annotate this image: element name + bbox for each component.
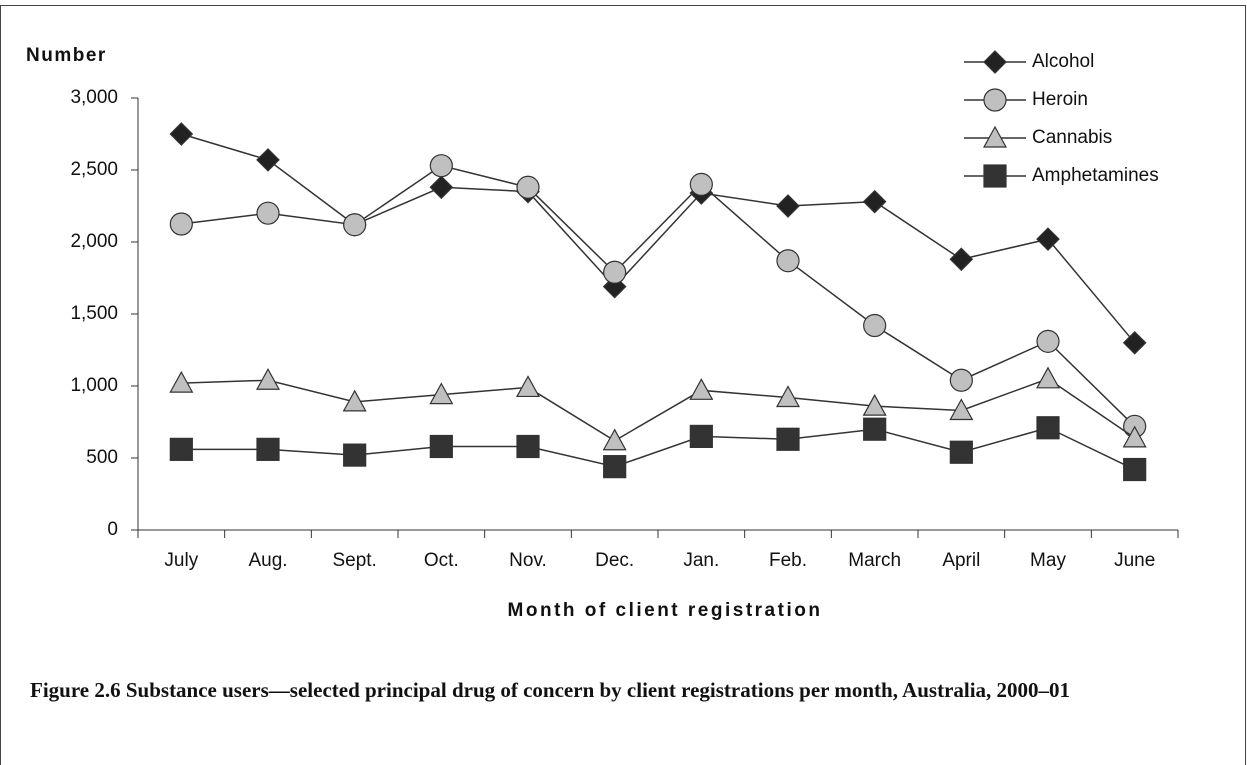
y-tick-label: 2,500 — [70, 159, 118, 180]
marker — [983, 50, 1007, 74]
marker — [603, 260, 627, 284]
y-axis-label: Number — [26, 45, 107, 66]
marker — [516, 434, 540, 459]
caption: Figure 2.6 Substance users—selected prin… — [30, 678, 1071, 702]
marker — [603, 455, 627, 479]
marker — [256, 148, 280, 172]
x-tick-label: Nov. — [509, 550, 547, 571]
marker — [689, 378, 714, 400]
frame — [0, 5, 1246, 765]
marker — [256, 201, 280, 225]
y-tick-label: 0 — [107, 519, 118, 540]
marker — [1122, 330, 1147, 355]
x-tick-label: Dec. — [595, 550, 634, 571]
marker — [169, 437, 193, 461]
marker — [1036, 416, 1060, 440]
marker — [949, 247, 974, 272]
marker — [343, 443, 367, 467]
line — [181, 133, 1136, 344]
x-tick-label: June — [1114, 550, 1155, 571]
marker — [342, 389, 367, 412]
marker — [689, 172, 713, 196]
marker — [776, 427, 800, 451]
line — [181, 377, 1136, 442]
marker — [1036, 329, 1060, 353]
legend-label: Alcohol — [1032, 51, 1094, 72]
marker — [343, 213, 367, 237]
x-axis-label: Month of client registration — [508, 600, 823, 621]
marker — [429, 154, 453, 178]
marker — [983, 88, 1007, 112]
line — [181, 426, 1135, 471]
marker — [949, 440, 973, 464]
marker — [602, 428, 627, 451]
x-tick-label: Aug. — [248, 550, 287, 571]
legend-label: Cannabis — [1032, 127, 1112, 148]
y-tick-label: 1,000 — [70, 375, 118, 396]
y-tick-label: 3,000 — [70, 87, 118, 108]
marker — [775, 385, 801, 408]
legend-label: Heroin — [1032, 89, 1088, 110]
marker — [1123, 457, 1147, 482]
marker — [776, 194, 800, 218]
marker — [1122, 425, 1147, 448]
marker — [863, 313, 887, 338]
marker — [169, 122, 194, 146]
marker — [255, 367, 281, 390]
marker — [776, 249, 800, 273]
x-tick-label: May — [1030, 550, 1066, 571]
marker — [863, 417, 887, 441]
marker — [516, 175, 540, 199]
x-tick-label: Jan. — [683, 550, 719, 571]
marker — [982, 125, 1008, 148]
marker — [515, 375, 541, 398]
marker — [429, 434, 453, 459]
x-tick-label: April — [942, 550, 980, 571]
y-tick-label: 500 — [86, 447, 118, 468]
marker — [169, 212, 193, 236]
x-tick-label: Oct. — [424, 550, 459, 571]
x-tick-label: Sept. — [332, 550, 376, 571]
y-tick-label: 1,500 — [70, 303, 118, 324]
x-tick-label: March — [848, 550, 901, 571]
marker — [256, 437, 280, 461]
marker — [862, 189, 887, 214]
marker — [429, 175, 454, 200]
marker — [689, 424, 713, 448]
marker — [1036, 227, 1060, 251]
x-tick-label: July — [164, 550, 198, 571]
marker — [949, 368, 973, 392]
marker — [983, 164, 1007, 188]
x-tick-label: Feb. — [769, 550, 807, 571]
marker — [862, 393, 887, 416]
marker — [1035, 366, 1061, 389]
marker — [949, 398, 974, 421]
y-tick-label: 2,000 — [70, 231, 118, 252]
line — [181, 164, 1136, 427]
marker — [429, 382, 454, 405]
marker — [169, 370, 194, 393]
legend-label: Amphetamines — [1032, 165, 1159, 186]
